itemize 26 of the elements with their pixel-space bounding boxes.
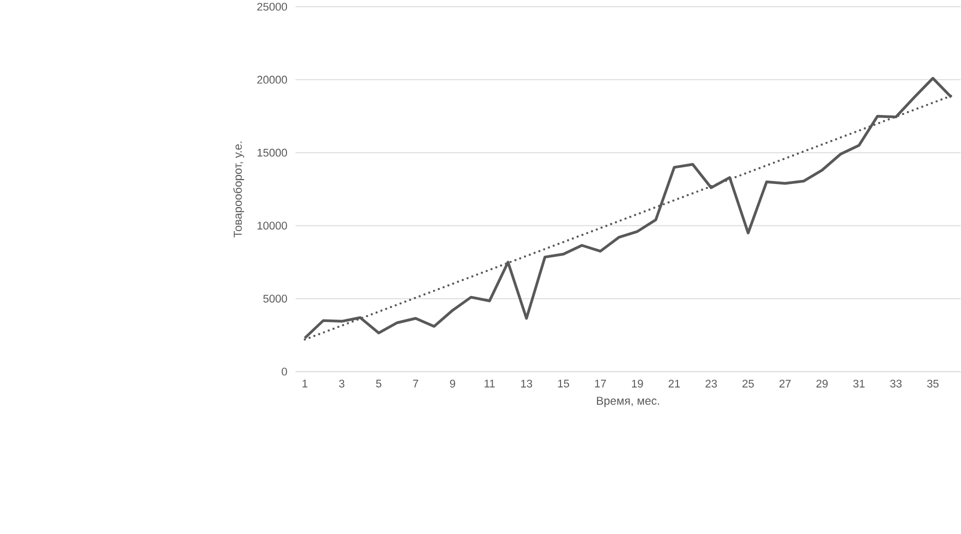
- x-tick-label: 7: [413, 380, 418, 388]
- y-tick-label: 0: [282, 368, 288, 376]
- x-tick-label: 25: [742, 380, 754, 388]
- x-tick-label: 21: [668, 380, 680, 388]
- x-tick-label: 27: [780, 380, 791, 388]
- x-tick-label: 17: [595, 380, 606, 388]
- x-tick-label: 35: [927, 380, 939, 388]
- y-tick-label: 10000: [258, 222, 288, 230]
- y-tick-label: 25000: [257, 2, 288, 11]
- x-tick-label: 1: [302, 380, 308, 388]
- y-axis-title: Товарооборот, у.е.: [233, 142, 244, 238]
- x-tick-label: 13: [521, 380, 532, 388]
- x-tick-label: 9: [450, 380, 456, 388]
- y-tick-label: 20000: [257, 76, 288, 84]
- x-axis-title: Время, мес.: [596, 396, 660, 408]
- x-tick-label: 33: [890, 380, 902, 388]
- x-tick-label: 23: [706, 380, 717, 388]
- x-tick-label: 11: [484, 380, 495, 388]
- y-tick-label: 5000: [263, 294, 288, 303]
- x-tick-label: 15: [558, 380, 570, 388]
- x-tick-label: 19: [632, 380, 643, 388]
- y-tick-label: 15000: [258, 148, 288, 157]
- x-tick-label: 3: [339, 380, 344, 388]
- x-tick-label: 31: [853, 380, 865, 388]
- x-tick-label: 5: [376, 380, 382, 388]
- x-tick-label: 29: [816, 380, 828, 388]
